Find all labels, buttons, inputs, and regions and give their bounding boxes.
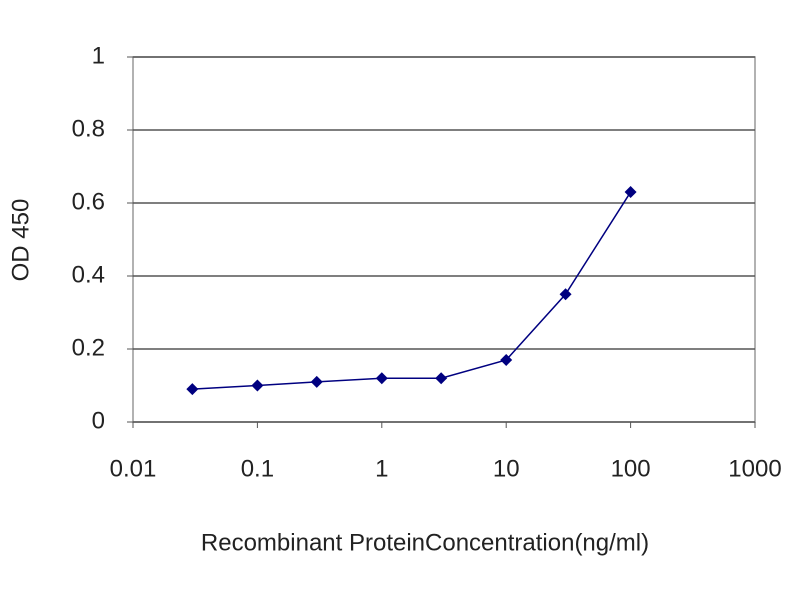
x-tick-label: 100	[611, 455, 651, 482]
data-point	[375, 372, 388, 385]
x-tick-label: 1	[375, 455, 388, 482]
x-tick-label: 0.01	[110, 455, 157, 482]
y-axis-label: OD 450	[7, 199, 34, 282]
x-tick-label: 0.1	[241, 455, 274, 482]
y-tick-label: 0.6	[72, 188, 105, 215]
data-line	[192, 191, 632, 390]
data-point	[251, 379, 264, 392]
y-tick-label: 1	[92, 42, 105, 69]
data-point	[310, 375, 323, 388]
data-point	[559, 288, 572, 301]
y-tick-label: 0	[92, 407, 105, 434]
data-point	[435, 372, 448, 385]
y-tick-label: 0.4	[72, 261, 105, 288]
x-tick-label: 1000	[728, 455, 781, 482]
data-point	[500, 353, 513, 366]
y-tick-label: 0.2	[72, 334, 105, 361]
plot-area	[132, 56, 756, 423]
data-point	[186, 383, 199, 396]
y-tick-label: 0.8	[72, 115, 105, 142]
data-point	[624, 186, 637, 199]
x-axis-label: Recombinant ProteinConcentration(ng/ml)	[201, 529, 649, 556]
x-tick-label: 10	[493, 455, 520, 482]
